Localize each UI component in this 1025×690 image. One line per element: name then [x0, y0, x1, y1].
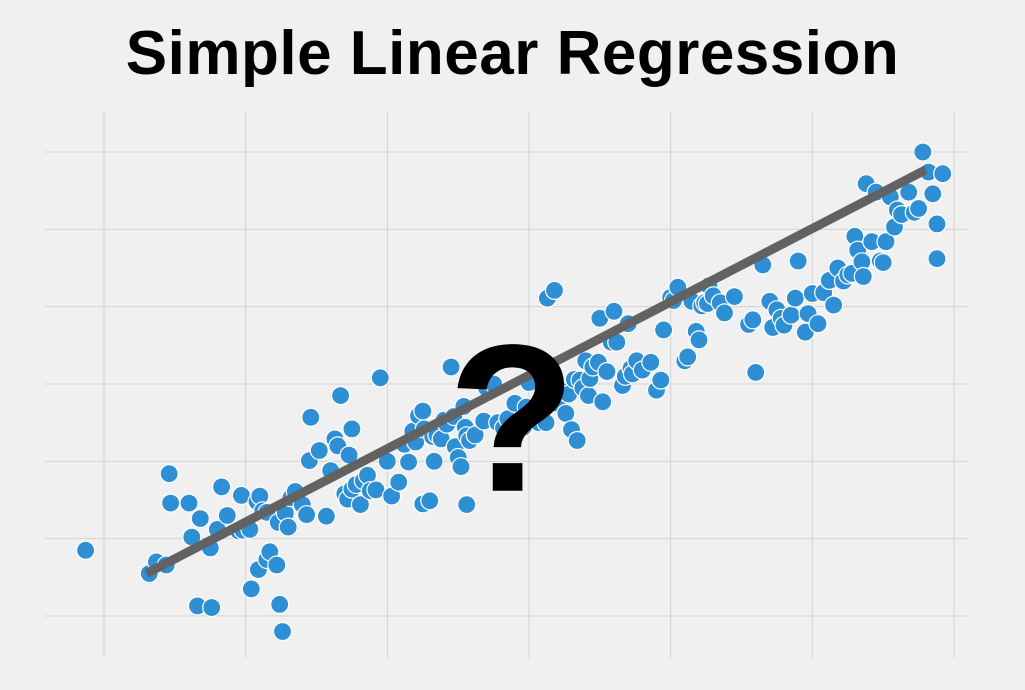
- data-point: [301, 407, 321, 427]
- data-point: [399, 452, 419, 472]
- data-point: [604, 301, 624, 321]
- data-point: [331, 386, 351, 406]
- data-point: [413, 401, 433, 421]
- data-point: [350, 495, 370, 515]
- data-point: [876, 232, 896, 252]
- data-point: [788, 251, 808, 271]
- data-point: [873, 253, 893, 273]
- data-point: [651, 370, 671, 390]
- data-point: [544, 280, 565, 300]
- data-point: [309, 440, 329, 461]
- data-point: [597, 362, 617, 382]
- data-point: [927, 214, 947, 234]
- data-point: [179, 493, 199, 513]
- data-point: [441, 357, 461, 377]
- data-point: [267, 555, 287, 575]
- data-point: [75, 540, 96, 560]
- data-point: [593, 392, 613, 412]
- regression-line: [144, 165, 928, 578]
- data-point: [923, 184, 943, 204]
- data-point: [689, 330, 709, 350]
- data-point: [724, 287, 745, 307]
- data-point: [536, 413, 556, 433]
- data-point: [342, 419, 362, 439]
- data-point: [159, 464, 179, 484]
- data-point: [933, 164, 953, 184]
- data-point: [278, 517, 298, 537]
- data-point: [781, 305, 801, 325]
- data-point: [913, 142, 933, 162]
- data-point: [785, 288, 805, 308]
- data-point: [212, 477, 232, 497]
- data-point: [746, 362, 766, 382]
- data-point: [465, 425, 485, 445]
- data-point: [853, 266, 873, 287]
- regression-line-group: [144, 165, 928, 578]
- data-point: [389, 472, 409, 492]
- data-point: [451, 457, 471, 477]
- data-point: [190, 508, 210, 529]
- data-point: [297, 505, 317, 525]
- data-point: [241, 579, 261, 599]
- data-point: [641, 352, 661, 372]
- data-point: [217, 505, 237, 526]
- data-point: [161, 493, 181, 513]
- data-point: [424, 451, 444, 471]
- data-point: [272, 621, 293, 642]
- data-point: [567, 430, 587, 451]
- data-point: [370, 368, 390, 388]
- data-point: [927, 249, 947, 269]
- data-point: [316, 506, 336, 526]
- data-point: [823, 295, 844, 315]
- data-point: [457, 495, 477, 515]
- data-point: [908, 198, 929, 219]
- data-point: [743, 310, 763, 330]
- data-point: [420, 491, 440, 511]
- data-point: [808, 314, 828, 334]
- data-point: [653, 320, 674, 340]
- data-point: [714, 303, 735, 323]
- annotation-group: ?: [448, 301, 576, 536]
- data-point: [202, 597, 222, 618]
- data-point: [678, 347, 698, 367]
- chart-title: Simple Linear Regression: [125, 19, 900, 88]
- data-point: [270, 594, 290, 615]
- question-mark-annotation: ?: [448, 301, 576, 536]
